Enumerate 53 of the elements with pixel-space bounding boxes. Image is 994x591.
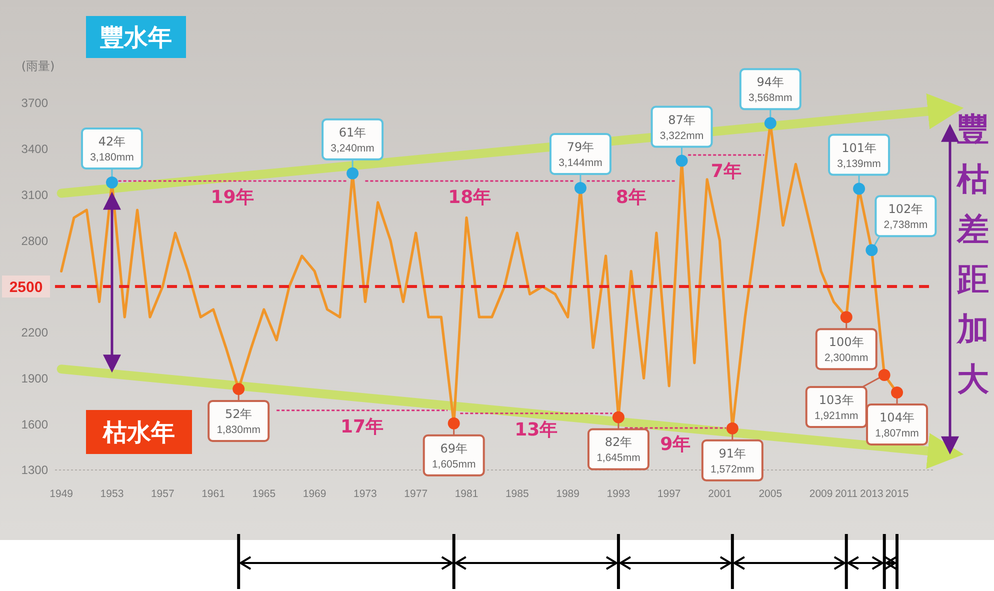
annotation: 69年 1,605mm [432, 441, 476, 470]
x-tick-label: 1985 [505, 488, 529, 500]
x-tick-label: 1989 [556, 488, 580, 500]
x-tick-label: 2015 [885, 488, 909, 500]
x-tick-label: 1949 [50, 488, 74, 500]
annotation: 100年 2,300mm [824, 335, 868, 364]
series-label: 19年 [210, 186, 254, 208]
series-label: 13年 [514, 419, 558, 440]
annotation: 枯水年 [102, 418, 175, 447]
annotation: 61年 3,240mm [330, 125, 375, 154]
x-tick-label: 1997 [657, 488, 681, 500]
x-tick-label: 1965 [252, 488, 276, 500]
y-tick-label: 3700 [21, 96, 48, 110]
annotation: 91年 1,572mm [710, 446, 755, 476]
annotation: 94年 3,568mm [748, 75, 793, 104]
text: 豐枯差距加大 [956, 110, 989, 398]
annotation: 103年 1,921mm [814, 393, 858, 422]
x-tick-label: 1969 [302, 488, 326, 500]
annotation: 52年 1,830mm [216, 406, 261, 436]
x-tick-label: 1961 [202, 488, 226, 500]
x-tick-label: 1977 [404, 488, 428, 500]
y-tick-label: 1600 [21, 417, 48, 432]
ref-line-label: 2500 [9, 278, 43, 296]
annotation: 82年 1,645mm [596, 435, 641, 464]
x-tick-label: 1957 [150, 488, 174, 500]
x-tick-label: 2011 [835, 488, 858, 500]
series-label: 9年 [660, 434, 691, 455]
x-tick-label: 1993 [606, 488, 630, 500]
y-tick-label: 3100 [21, 188, 48, 202]
annotation: 79年 3,144mm [558, 140, 603, 170]
x-tick-label: 1973 [354, 488, 378, 500]
x-tick-label: 1981 [454, 488, 478, 500]
series-label: 18年 [448, 186, 492, 208]
y-tick-label: 1300 [21, 463, 48, 478]
annotation: 104年 1,807mm [875, 410, 920, 440]
annotation: 101年 3,139mm [837, 140, 882, 170]
y-tick-label: 3400 [21, 142, 48, 156]
y-tick-label: 2200 [21, 326, 48, 340]
annotation: 42年 3,180mm [90, 134, 134, 164]
series-label: 17年 [340, 416, 384, 438]
x-tick-label: 1953 [100, 488, 124, 500]
y-axis-title: (雨量) [21, 59, 55, 73]
x-tick-label: 2013 [860, 488, 884, 500]
x-tick-label: 2001 [708, 488, 732, 500]
text: 豐水年 [100, 24, 172, 52]
x-tick-label: 2009 [809, 488, 833, 500]
y-tick-label: 2800 [21, 234, 48, 248]
x-tick-label: 2005 [758, 488, 782, 500]
annotation: 102年 2,738mm [884, 202, 928, 232]
series-label: 8年 [616, 186, 646, 208]
series-label: 7年 [710, 160, 742, 182]
y-tick-label: 1900 [21, 371, 48, 386]
annotation: 87年 3,322mm [660, 112, 704, 142]
